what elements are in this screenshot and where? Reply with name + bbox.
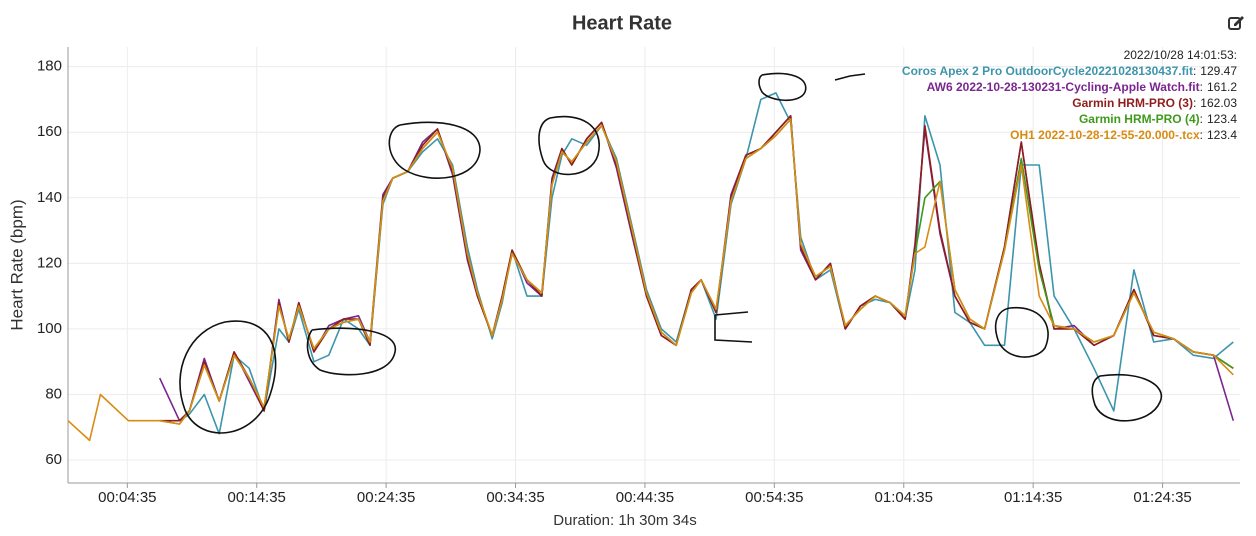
tooltip-separator: : xyxy=(1200,112,1203,126)
x-axis-label: Duration: 1h 30m 34s xyxy=(553,512,696,529)
series-line xyxy=(159,118,1234,425)
legend-entry: OH1 2022-10-28-12-55-20.000-.tcx xyxy=(1010,128,1200,142)
x-tick-label: 01:24:35 xyxy=(1133,489,1191,506)
tooltip-row: Garmin HRM-PRO (3): 162.03 xyxy=(1072,96,1237,110)
tooltip-row: AW6 2022-10-28-130231-Cycling-Apple Watc… xyxy=(927,80,1238,94)
tooltip-value: 162.03 xyxy=(1200,96,1237,110)
series-line xyxy=(67,118,1234,442)
y-tick-label: 60 xyxy=(45,451,62,468)
x-tick-label: 01:04:35 xyxy=(875,489,933,506)
y-axis-label: Heart Rate (bpm) xyxy=(7,199,26,330)
tooltip-row: Coros Apex 2 Pro OutdoorCycle20221028130… xyxy=(902,64,1237,78)
tooltip-row: Garmin HRM-PRO (4): 123.4 xyxy=(1079,112,1237,126)
plot xyxy=(67,92,1235,442)
x-tick-label: 00:04:35 xyxy=(98,489,156,506)
tooltip-value: 161.2 xyxy=(1207,80,1237,94)
y-tick-label: 100 xyxy=(37,320,62,337)
legend-entry: Coros Apex 2 Pro OutdoorCycle20221028130… xyxy=(902,64,1193,78)
tooltip-time: 2022/10/28 14:01:53: xyxy=(1124,48,1237,62)
x-tick-label: 00:24:35 xyxy=(357,489,415,506)
grid: 60 80 100 120 140 160 180 00:04:35 00:14:35 00:24… xyxy=(37,47,1240,506)
y-tick-label: 160 xyxy=(37,123,62,140)
tooltip-separator: : xyxy=(1200,80,1203,94)
tooltip-separator: : xyxy=(1200,128,1203,142)
chart-title: Heart Rate xyxy=(572,12,672,34)
legend-entry: Garmin HRM-PRO (3) xyxy=(1072,96,1193,110)
x-tick-label: 00:54:35 xyxy=(745,489,803,506)
x-tick-label: 00:14:35 xyxy=(228,489,286,506)
y-tick-label: 120 xyxy=(37,254,62,271)
x-tick-label: 01:14:35 xyxy=(1004,489,1062,506)
y-tick-label: 80 xyxy=(45,385,62,402)
y-tick-label: 140 xyxy=(37,189,62,206)
tooltip-row: OH1 2022-10-28-12-55-20.000-.tcx: 123.4 xyxy=(1010,128,1237,142)
annotations xyxy=(179,72,1163,434)
tooltip-value: 123.4 xyxy=(1207,128,1237,142)
tooltip-value: 123.4 xyxy=(1207,112,1237,126)
x-tick-label: 00:44:35 xyxy=(616,489,674,506)
tooltip-separator: : xyxy=(1193,96,1196,110)
legend-entry: AW6 2022-10-28-130231-Cycling-Apple Watc… xyxy=(927,80,1200,94)
edit-icon[interactable] xyxy=(1228,16,1244,30)
y-tick-label: 180 xyxy=(37,58,62,75)
tooltip-separator: : xyxy=(1193,64,1196,78)
legend-entry: Garmin HRM-PRO (4) xyxy=(1079,112,1200,126)
series-line xyxy=(158,115,1235,422)
x-tick-label: 00:34:35 xyxy=(486,489,544,506)
series-line xyxy=(159,115,1234,422)
tooltip: 2022/10/28 14:01:53: Coros Apex 2 Pro Out… xyxy=(902,48,1237,142)
tooltip-value: 129.47 xyxy=(1200,64,1237,78)
